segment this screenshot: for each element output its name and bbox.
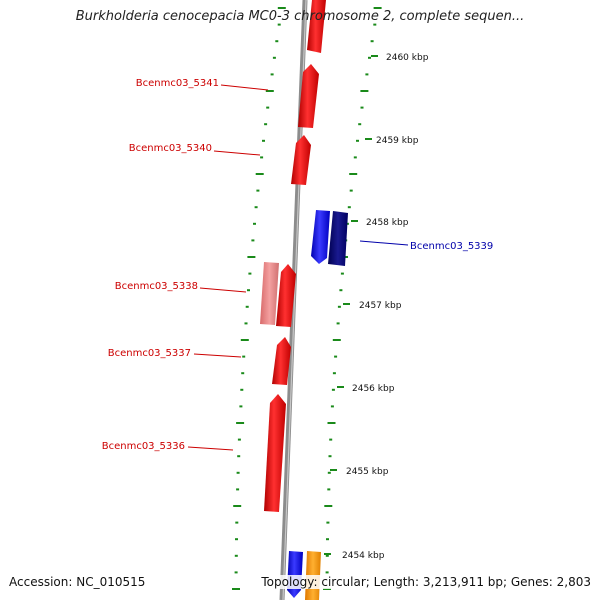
accession-label: Accession: NC_010515	[9, 575, 146, 589]
gene-label-5339[interactable]: Bcenmc03_5339	[410, 241, 493, 252]
gene-feature-5338[interactable]	[276, 264, 296, 327]
gene-labels: Bcenmc03_5341 Bcenmc03_5340 Bcenmc03_533…	[102, 78, 494, 452]
gene-feature-5338-pink[interactable]	[260, 262, 279, 325]
scale-label-2458: 2458 kbp	[366, 218, 409, 228]
scale-label-2454: 2454 kbp	[342, 551, 385, 561]
gene-feature-5339a[interactable]	[311, 210, 330, 264]
gene-label-leaders	[187, 84, 409, 451]
gene-feature-5336[interactable]	[264, 394, 286, 512]
topology-summary: Topology: circular; Length: 3,213,911 bp…	[261, 575, 591, 589]
scale-label-2460: 2460 kbp	[386, 53, 429, 63]
gene-label-5337[interactable]: Bcenmc03_5337	[108, 348, 191, 359]
scale-label-2457: 2457 kbp	[359, 301, 402, 311]
scale-label-2459: 2459 kbp	[376, 136, 419, 146]
tick-ring-inner	[232, 7, 286, 590]
gene-label-5341[interactable]: Bcenmc03_5341	[136, 78, 219, 89]
topology-summary-text: Topology: circular; Length: 3,213,911 bp…	[261, 575, 591, 589]
gene-feature-5337[interactable]	[272, 337, 291, 385]
map-title: Burkholderia cenocepacia MC0-3 chromosom…	[75, 9, 525, 24]
scale-label-2455: 2455 kbp	[346, 467, 389, 477]
gene-label-5340[interactable]: Bcenmc03_5340	[129, 143, 212, 154]
scale-labels: 2460 kbp 2459 kbp 2458 kbp 2457 kbp 2456…	[324, 53, 429, 561]
scale-label-2456: 2456 kbp	[352, 384, 395, 394]
gene-label-5338[interactable]: Bcenmc03_5338	[115, 281, 198, 292]
gene-feature-5341[interactable]	[298, 64, 319, 128]
gene-label-5336[interactable]: Bcenmc03_5336	[102, 441, 185, 452]
gene-feature-5340[interactable]	[291, 135, 311, 185]
gene-feature-top-1[interactable]	[307, 0, 326, 53]
gene-feature-5339b[interactable]	[328, 211, 348, 266]
tick-ring-outer	[323, 7, 382, 590]
